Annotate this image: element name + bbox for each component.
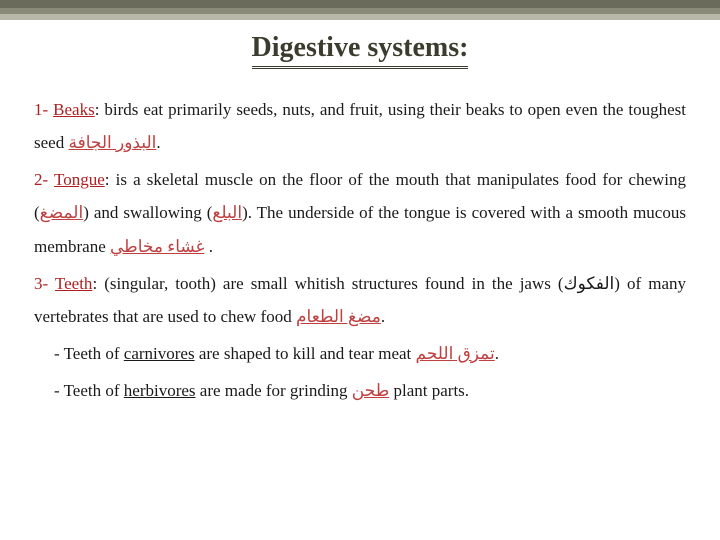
text-3a: : (singular, tooth) are small whitish st…: [92, 274, 563, 293]
sub-herbivores: - Teeth of herbivores are made for grind…: [34, 374, 686, 407]
sub2a: - Teeth of: [54, 381, 124, 400]
text-1b: .: [156, 133, 160, 152]
word-herbivores: herbivores: [124, 381, 196, 400]
term-beaks: Beaks: [53, 100, 95, 119]
page-title: Digestive systems:: [252, 32, 469, 69]
sub1c: .: [495, 344, 499, 363]
sub2b: are made for grinding: [196, 381, 352, 400]
body-content: 1- Beaks: birds eat primarily seeds, nut…: [0, 75, 720, 407]
sub-carnivores: - Teeth of carnivores are shaped to kill…: [34, 337, 686, 370]
item-teeth: 3- Teeth: (singular, tooth) are small wh…: [34, 267, 686, 333]
text-2b: ) and swallowing (: [83, 203, 212, 222]
term-teeth: Teeth: [55, 274, 93, 293]
text-3c: .: [381, 307, 385, 326]
arabic-chew-food: مضغ الطعام: [296, 307, 381, 326]
word-carnivores: carnivores: [124, 344, 195, 363]
arabic-grinding: طحن: [352, 381, 389, 400]
arabic-membrane: غشاء مخاطي: [110, 237, 204, 256]
sub1b: are shaped to kill and tear meat: [195, 344, 416, 363]
item-tongue: 2- Tongue: is a skeletal muscle on the f…: [34, 163, 686, 262]
sub2c: plant parts.: [389, 381, 469, 400]
num-3: 3-: [34, 274, 48, 293]
arabic-swallowing: البلع: [212, 203, 242, 222]
arabic-tear-meat: تمزق اللحم: [416, 344, 495, 363]
num-2: 2-: [34, 170, 48, 189]
sub1a: - Teeth of: [54, 344, 124, 363]
term-tongue: Tongue: [54, 170, 105, 189]
num-1: 1-: [34, 100, 48, 119]
arabic-jaws: الفكوك: [564, 274, 615, 293]
arabic-chewing: المضغ: [40, 203, 84, 222]
slide-top-border: [0, 0, 720, 20]
item-beaks: 1- Beaks: birds eat primarily seeds, nut…: [34, 93, 686, 159]
text-2d: .: [204, 237, 213, 256]
arabic-seeds: البذور الجافة: [68, 133, 156, 152]
